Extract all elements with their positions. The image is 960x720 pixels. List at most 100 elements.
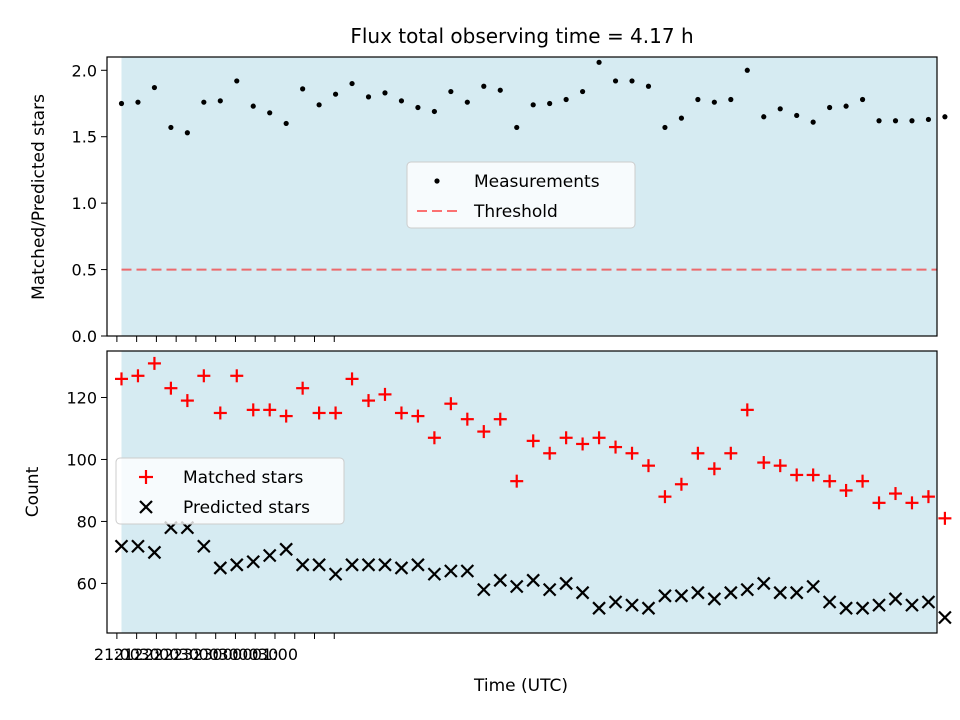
matched-point (362, 394, 376, 408)
matched-point (691, 446, 705, 460)
measurement-point (481, 83, 487, 89)
bottom-x-tick-label: 01:00 (252, 645, 298, 664)
bottom-legend: Matched stars Predicted stars (115, 457, 345, 525)
predicted-point (427, 567, 442, 581)
bottom-panel: 60 80 100 120 21:0021:3022:0022:3023:0023:3… (23, 350, 952, 696)
matched-point (856, 474, 870, 488)
measurement-point (448, 88, 454, 95)
measurement-point (827, 104, 833, 111)
matched-point (230, 369, 244, 383)
matched-point (839, 483, 853, 497)
bottom-x-tick-label: 23:30 (193, 645, 239, 664)
predicted-point (575, 585, 590, 600)
bottom-x-tick-label: 22:30 (153, 645, 199, 664)
bottom-y-tick-label: 80 (77, 512, 97, 531)
matched-point (114, 372, 128, 386)
predicted-point (592, 601, 606, 615)
matched-point (625, 446, 639, 460)
measurement-point (876, 118, 882, 124)
bottom-y-tick-label: 120 (66, 388, 97, 407)
measurement-point (382, 90, 388, 96)
measurement-point (547, 100, 553, 107)
measurement-point (118, 100, 125, 107)
top-x-ticks (116, 336, 335, 342)
matched-point (197, 369, 211, 383)
top-y-tick-label: 0.5 (72, 261, 97, 280)
measurement-point (843, 103, 849, 109)
legend-threshold: Threshold (473, 202, 558, 222)
measurement-point (645, 83, 652, 89)
measurement-point (217, 98, 223, 104)
measurement-point (612, 78, 619, 84)
predicted-point (526, 573, 540, 588)
matched-point (164, 381, 178, 395)
matched-point (493, 412, 507, 426)
bottom-x-tick-label: 21:30 (114, 645, 160, 664)
measurement-point (678, 115, 685, 121)
matched-point (263, 403, 277, 417)
matched-point (427, 431, 441, 445)
predicted-point (197, 539, 211, 554)
measurement-point (563, 96, 569, 103)
predicted-point (691, 585, 705, 600)
matched-point (460, 412, 474, 426)
predicted-point (361, 558, 376, 572)
matched-point (740, 403, 754, 417)
matched-point (724, 446, 738, 460)
matched-point (526, 434, 540, 448)
predicted-point (378, 558, 392, 572)
predicted-point (740, 582, 755, 597)
measurement-point (629, 78, 635, 84)
top-legend-box (406, 161, 636, 229)
matched-point (889, 487, 902, 501)
measurement-point (349, 80, 355, 87)
measurement-point (695, 96, 701, 103)
predicted-point (542, 582, 557, 597)
measurement-point (250, 103, 256, 109)
predicted-point (822, 595, 837, 609)
predicted-point (839, 601, 853, 615)
predicted-point (674, 589, 689, 603)
measurement-point (744, 67, 750, 73)
matched-point (592, 431, 606, 445)
top-frame (106, 56, 938, 337)
matched-point (543, 446, 557, 460)
legend-measurements: Measurements (474, 172, 600, 192)
matched-point (790, 468, 804, 482)
matched-point (921, 490, 935, 504)
x-axis-label: Time (UTC) (473, 676, 568, 696)
predicted-point (131, 539, 145, 554)
matched-point (510, 474, 524, 488)
bottom-x-tick-label: 00:30 (232, 645, 278, 664)
measurement-point (892, 118, 899, 124)
bottom-y-label: Count (23, 466, 43, 517)
matched-point (329, 406, 343, 420)
predicted-point (855, 601, 870, 615)
predicted-point (493, 573, 508, 588)
top-y-tick-label: 2.0 (72, 61, 97, 80)
measurement-point (909, 118, 915, 124)
top-legend: Measurements Threshold (406, 161, 636, 229)
matched-point (609, 440, 623, 454)
measurement-point (316, 102, 322, 108)
chart-title: Flux total observing time = 4.17 h (350, 24, 693, 48)
measurement-point (300, 86, 306, 92)
top-y-tick-label: 1.0 (72, 194, 97, 213)
predicted-point (460, 564, 475, 578)
bottom-y-tick-label: 100 (66, 450, 97, 469)
predicted-point (229, 558, 244, 572)
matched-point (773, 459, 787, 473)
legend-predicted: Predicted stars (183, 498, 310, 518)
predicted-point (262, 548, 277, 563)
measurement-point (859, 96, 866, 103)
matched-point (444, 397, 458, 411)
matched-point (411, 409, 425, 423)
predicted-point (279, 542, 293, 557)
matched-point (905, 496, 919, 510)
top-y-tick-label: 1.5 (72, 128, 97, 147)
matched-point (938, 511, 952, 525)
matched-point (180, 394, 194, 408)
bottom-y-tick-label: 60 (77, 574, 97, 593)
predicted-point (114, 539, 129, 554)
